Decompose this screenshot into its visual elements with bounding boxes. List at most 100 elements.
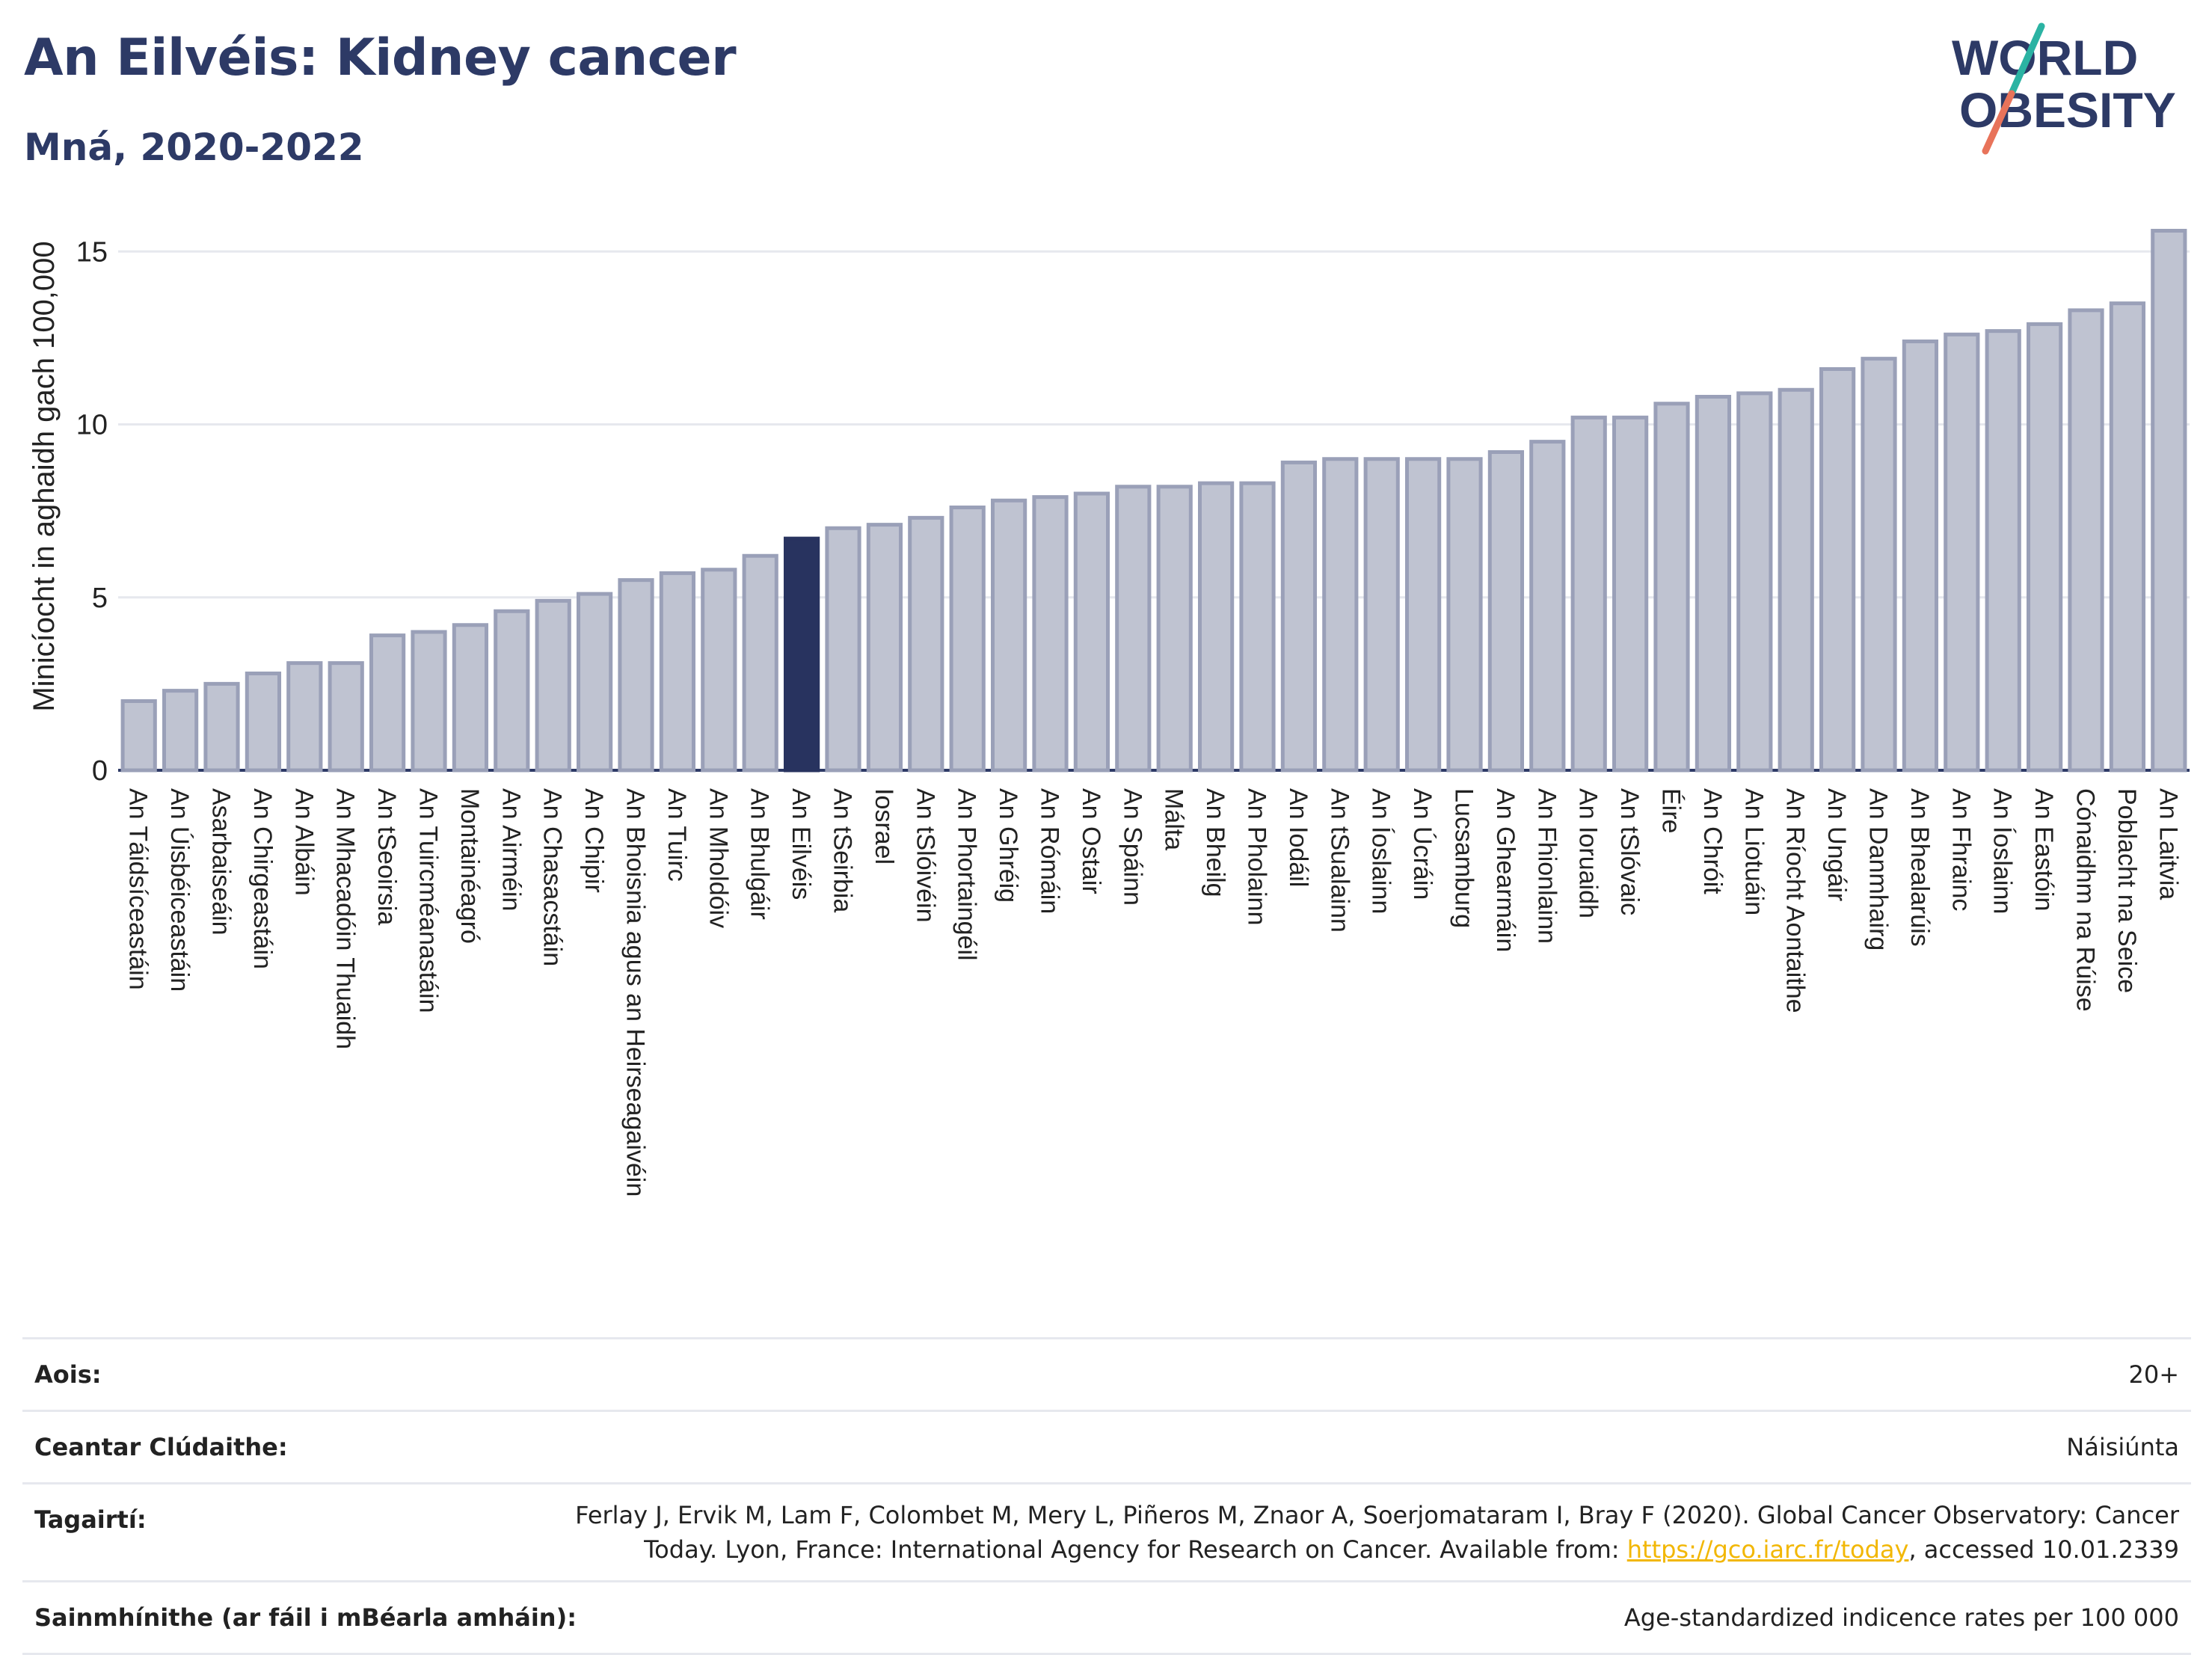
x-tick-label: An Ghearmáin bbox=[1491, 788, 1520, 952]
x-tick-label: An tSlóvaic bbox=[1615, 788, 1644, 915]
bar bbox=[162, 689, 199, 773]
x-tick-label: An Ghréig bbox=[994, 788, 1022, 903]
x-tick-label: An Chirgeastáin bbox=[248, 788, 277, 969]
bar bbox=[576, 592, 613, 773]
x-tick-label: An Fhrainc bbox=[1947, 788, 1975, 911]
coverage-value: Náisiúnta bbox=[2066, 1433, 2179, 1461]
bar bbox=[1446, 457, 1483, 773]
x-tick-label: An tSualainn bbox=[1325, 788, 1354, 933]
x-tick-label: An Bhoisnia agus an Heirseagaivéin bbox=[621, 788, 650, 1197]
x-tick-label: An tSlóivéin bbox=[911, 788, 939, 923]
x-tick-label: An Tuircméanastáin bbox=[414, 788, 443, 1013]
x-tick-label: An Bhulgáir bbox=[746, 788, 774, 920]
page-title: An Eilvéis: Kidney cancer bbox=[24, 28, 737, 87]
x-tick-label: An Bheilg bbox=[1201, 788, 1229, 897]
references-link[interactable]: https://gco.iarc.fr/today bbox=[1626, 1535, 1909, 1564]
references-value: Ferlay J, Ervik M, Lam F, Colombet M, Me… bbox=[522, 1484, 2191, 1580]
bar bbox=[286, 661, 323, 773]
y-tick-label: 0 bbox=[92, 755, 108, 787]
bar bbox=[1529, 440, 1566, 773]
x-tick-label: An Táidsíceastáin bbox=[124, 788, 153, 990]
y-tick-label: 5 bbox=[92, 583, 108, 614]
x-tick-label: Cónaidhm na Rúise bbox=[2071, 788, 2100, 1012]
bar bbox=[742, 553, 778, 773]
bar bbox=[535, 598, 571, 773]
x-tick-label: An Ostair bbox=[1077, 788, 1105, 894]
bar bbox=[369, 633, 406, 773]
x-tick-label: An Liotuáin bbox=[1739, 788, 1768, 915]
meta-row-references: Tagairtí: Ferlay J, Ervik M, Lam F, Colo… bbox=[22, 1482, 2191, 1580]
x-tick-label: An Albáin bbox=[289, 788, 318, 896]
y-tick-label-layer: 0 5 10 15 bbox=[76, 236, 108, 787]
bar bbox=[1695, 395, 1732, 773]
x-tick-label: An tSeirbia bbox=[829, 788, 857, 912]
logo-slash-top bbox=[2008, 22, 2045, 97]
bar bbox=[1156, 485, 1193, 773]
bar-highlighted bbox=[783, 536, 820, 773]
bar bbox=[1032, 495, 1069, 773]
x-tick-label: An Íoslainn bbox=[1988, 788, 2017, 914]
bar bbox=[1404, 457, 1442, 773]
bar bbox=[2068, 308, 2104, 773]
coverage-label: Ceantar Clúdaithe: bbox=[34, 1433, 288, 1461]
x-tick-label: An Úcráin bbox=[1408, 788, 1437, 900]
meta-row-definitions: Sainmhínithe (ar fáil i mBéarla amháin):… bbox=[22, 1580, 2191, 1655]
references-text-2: , accessed 10.01.2339 bbox=[1908, 1535, 2179, 1564]
bar bbox=[1322, 457, 1359, 773]
bar bbox=[1944, 332, 1980, 773]
bar bbox=[1612, 415, 1649, 773]
bar bbox=[866, 523, 903, 773]
page-subtitle: Mná, 2020-2022 bbox=[24, 126, 364, 169]
x-tick-label: An Mholdóiv bbox=[704, 788, 732, 928]
x-tick-label: An Laitvia bbox=[2154, 788, 2182, 900]
bar bbox=[701, 568, 737, 773]
definitions-value: Age-standardized indicence rates per 100… bbox=[1623, 1603, 2179, 1632]
x-tick-label: Éire bbox=[1657, 788, 1686, 833]
metadata-table: Aois: 20+ Ceantar Clúdaithe: Náisiúnta T… bbox=[22, 1337, 2191, 1655]
bar bbox=[1363, 457, 1400, 773]
bar bbox=[1778, 387, 1814, 773]
bar bbox=[411, 630, 447, 773]
bar bbox=[1819, 367, 1856, 773]
x-tick-label: An tSeoirsia bbox=[372, 788, 401, 925]
bar bbox=[1239, 481, 1276, 773]
logo-line1: WORLD bbox=[1952, 30, 2138, 85]
x-tick-label: An Eilvéis bbox=[787, 788, 815, 900]
bar bbox=[1570, 415, 1607, 773]
x-tick-label: An Spáinn bbox=[1118, 788, 1146, 906]
logo-slash-bottom bbox=[1982, 90, 2015, 155]
x-tick-label: Málta bbox=[1160, 788, 1188, 850]
x-tick-label: An Airméin bbox=[497, 788, 525, 911]
x-tick-label: An Bhealarúis bbox=[1905, 788, 1934, 947]
y-tick-label: 15 bbox=[76, 236, 108, 268]
bar bbox=[1487, 450, 1525, 773]
bar bbox=[328, 661, 364, 773]
bar-layer bbox=[120, 229, 2187, 773]
age-label: Aois: bbox=[34, 1360, 102, 1389]
x-tick-label: An Eastóin bbox=[2030, 788, 2058, 911]
x-tick-label: An Rómáin bbox=[1036, 788, 1064, 914]
references-text-1: Ferlay J, Ervik M, Lam F, Colombet M, Me… bbox=[575, 1501, 2179, 1564]
bar bbox=[2026, 322, 2063, 773]
bar bbox=[1115, 485, 1152, 773]
bar bbox=[908, 515, 944, 773]
x-tick-label: An Pholainn bbox=[1243, 788, 1271, 925]
x-tick-label: An Íoslainn bbox=[1367, 788, 1395, 914]
x-tick-label: An Chipir bbox=[580, 788, 608, 893]
x-tick-label: An Ioruaidh bbox=[1574, 788, 1603, 918]
meta-row-coverage: Ceantar Clúdaithe: Náisiúnta bbox=[22, 1410, 2191, 1482]
bar bbox=[1985, 329, 2021, 773]
age-value: 20+ bbox=[2128, 1360, 2179, 1389]
x-tick-label: An Fhionlainn bbox=[1532, 788, 1561, 944]
bar bbox=[1280, 460, 1318, 773]
x-tick-label: An Chasacstáin bbox=[538, 788, 567, 966]
x-tick-label: An Iodáil bbox=[1284, 788, 1312, 887]
bar bbox=[1861, 357, 1897, 773]
bar-chart: An Táidsíceastáin An Úisbéiceastáin Asarba… bbox=[28, 229, 2190, 1197]
x-tick-label: Montainéagró bbox=[455, 788, 484, 944]
bar bbox=[1736, 391, 1773, 773]
x-tick-label: An Danmhairg bbox=[1864, 788, 1893, 951]
x-tick-label: Iosrael bbox=[870, 788, 898, 865]
x-tick-label: Asarbaiseáin bbox=[207, 788, 236, 936]
bar bbox=[1653, 402, 1690, 773]
